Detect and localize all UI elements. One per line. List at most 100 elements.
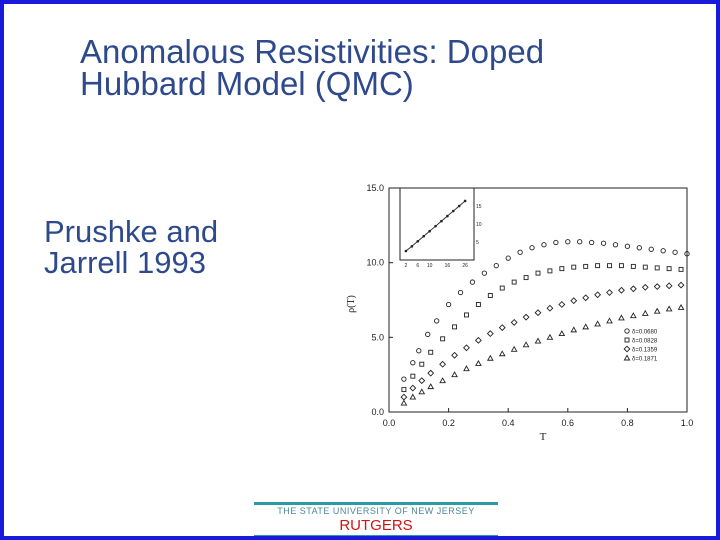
x-tick-label: 0.8 xyxy=(621,418,634,428)
series-1-point xyxy=(660,248,666,254)
series-3-point xyxy=(677,281,685,289)
series-4-point xyxy=(665,305,673,312)
series-4-point xyxy=(653,307,661,314)
inset-y-tick-label: 5 xyxy=(476,240,479,246)
series-3-point xyxy=(546,304,554,312)
inset-point xyxy=(428,229,431,233)
slide-title: Anomalous Resistivities: Doped Hubbard M… xyxy=(80,33,680,100)
inset-y-tick-label: 15 xyxy=(476,204,482,210)
legend-label-1: δ=0.0680 xyxy=(632,330,658,336)
series-4-point xyxy=(510,345,518,352)
inset-x-tick-label: 2 xyxy=(405,263,408,269)
series-1-point xyxy=(600,240,607,246)
series-2-point xyxy=(654,265,660,271)
series-1-point xyxy=(684,251,690,257)
rutgers-wordmark: RUTGERS xyxy=(339,517,413,534)
series-4-point xyxy=(546,333,554,340)
series-1-point xyxy=(416,348,422,354)
legend-marker-4 xyxy=(623,354,631,361)
legend-label-2: δ=0.0828 xyxy=(632,339,658,345)
series-2-point xyxy=(571,264,577,270)
series-3-point xyxy=(582,294,590,302)
series-4-point xyxy=(558,330,566,337)
series-4-point xyxy=(418,388,426,395)
title-line-1: Anomalous Resistivities: Doped xyxy=(80,33,545,70)
series-1-point xyxy=(445,301,452,308)
series-2-point xyxy=(607,263,612,269)
series-4-point xyxy=(677,303,685,310)
series-3-point xyxy=(522,313,530,321)
citation-text: Prushke and Jarrell 1993 xyxy=(44,216,218,278)
y-tick-label: 10.0 xyxy=(366,258,384,268)
series-4-point xyxy=(498,350,506,357)
series-2-point xyxy=(475,302,481,307)
inset-point xyxy=(440,219,443,223)
series-3-point xyxy=(653,283,661,290)
series-1-point xyxy=(648,246,654,252)
series-3-point xyxy=(570,297,578,305)
citation-line-1: Prushke and xyxy=(44,214,219,249)
series-3-point xyxy=(629,285,637,293)
series-2-point xyxy=(666,266,672,272)
series-3-point xyxy=(409,384,417,392)
series-2-point xyxy=(547,268,553,274)
series-3-point xyxy=(665,282,673,290)
series-4-point xyxy=(534,337,542,344)
series-2-point xyxy=(678,266,684,272)
y-axis-label: ρ(T) xyxy=(346,295,357,313)
series-3-point xyxy=(486,330,494,338)
series-2-point xyxy=(452,324,458,330)
inset-x-tick-label: 10 xyxy=(427,263,433,269)
series-2-point xyxy=(523,275,529,281)
series-4-point xyxy=(618,314,625,321)
series-4-point xyxy=(439,377,447,384)
inset-point xyxy=(404,249,408,253)
series-2-point xyxy=(487,293,493,298)
series-4-point xyxy=(463,365,470,372)
footer-logo: THE STATE UNIVERSITY OF NEW JERSEY RUTGE… xyxy=(254,502,498,536)
series-4-point xyxy=(427,383,435,390)
inset-x-tick-label: 16 xyxy=(445,263,451,269)
series-1-point xyxy=(577,239,583,245)
series-3-point xyxy=(558,301,566,308)
inset-point xyxy=(410,245,414,248)
legend-marker-2 xyxy=(624,337,630,343)
series-1-point xyxy=(401,376,407,382)
series-4-point xyxy=(475,359,482,366)
series-1-point xyxy=(517,249,523,255)
series-1-point xyxy=(612,242,619,248)
series-1-point xyxy=(565,239,571,245)
inset-y-tick-label: 10 xyxy=(476,222,482,228)
series-1-point xyxy=(505,255,511,261)
x-tick-label: 0.0 xyxy=(383,418,396,428)
x-tick-label: 0.6 xyxy=(562,418,575,428)
series-2-point xyxy=(642,264,648,270)
y-tick-label: 15.0 xyxy=(366,183,384,193)
series-1-point xyxy=(636,245,642,251)
series-4-point xyxy=(522,341,530,348)
resistivity-figure: 0.0 0.2 0.4 0.6 0.8 1.0 0.0 5.0 10.0 15.0 δ=0.068… xyxy=(338,180,694,444)
series-3-point xyxy=(641,283,649,291)
series-3-point xyxy=(618,286,625,294)
x-axis-label: T xyxy=(540,431,547,443)
series-2-point xyxy=(410,373,416,379)
y-tick-label: 5.0 xyxy=(371,332,384,342)
legend-label-4: δ=0.1871 xyxy=(632,357,658,363)
series-2-point xyxy=(419,361,425,367)
series-3-point xyxy=(418,377,426,385)
series-4-point xyxy=(400,399,408,406)
y-tick-label: 0.0 xyxy=(371,407,384,417)
series-3-point xyxy=(474,336,482,344)
series-2-point xyxy=(464,312,469,318)
inset-frame xyxy=(399,187,475,261)
series-4-point xyxy=(409,393,417,400)
series-2-point xyxy=(511,279,517,285)
series-3-point xyxy=(427,369,435,377)
series-1-point xyxy=(457,289,464,296)
resistivity-chart: 0.0 0.2 0.4 0.6 0.8 1.0 0.0 5.0 10.0 15.0 δ=0.068… xyxy=(346,183,693,443)
citation-line-2: Jarrell 1993 xyxy=(44,245,206,280)
inset-point xyxy=(463,199,467,203)
series-4-point xyxy=(641,309,649,316)
footer-bar-top xyxy=(254,502,498,505)
